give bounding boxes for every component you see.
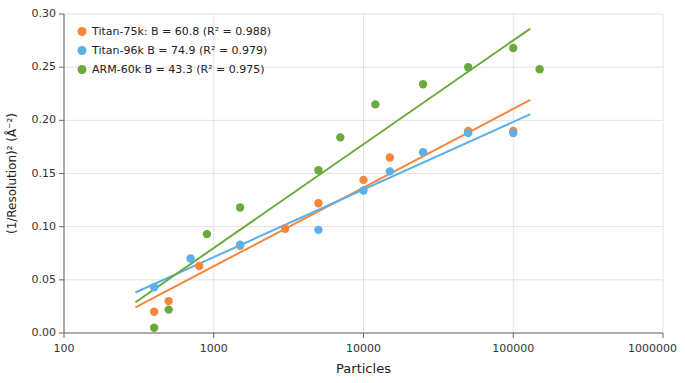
point [281,225,289,233]
grid-line-x [663,14,664,333]
point [535,65,543,73]
grid [64,14,663,333]
legend-label: ARM-60k B = 43.3 (R² = 0.975) [92,63,265,76]
point [314,166,322,174]
point [419,148,427,156]
point [150,308,158,316]
tick-label-x: 100 [54,342,75,355]
tick-label-y: 0.25 [32,60,57,73]
tick-label-y: 0.10 [32,220,57,233]
x-axis-line [64,333,663,334]
tick-label-y: 0.05 [32,273,57,286]
tick-label-x: 10000 [346,342,381,355]
point [359,186,367,194]
tick-label-x: 1000000 [628,342,677,355]
point [386,167,394,175]
tick-label-x: 100000 [492,342,534,355]
tick-label-y: 0.00 [32,326,57,339]
tick-x [213,333,214,338]
legend: Titan-75k: B = 60.8 (R² = 0.988) Titan-96… [78,25,272,76]
tick-label-y: 0.15 [32,167,57,180]
point [359,176,367,184]
tick-x [64,333,65,338]
fit-line [135,114,530,292]
x-axis-label: Particles [336,361,391,376]
point [164,297,172,305]
tick-x [363,333,364,338]
point [386,153,394,161]
fit-line [135,100,530,307]
axes: 0.00 0.05 0.10 0.15 0.20 0.25 0.30 100 1000 10000… [32,7,678,355]
legend-label: Titan-75k: B = 60.8 (R² = 0.988) [91,25,271,38]
point [509,129,517,137]
tick-x [663,333,664,338]
tick-label-y: 0.30 [32,7,57,20]
legend-swatch [78,46,87,55]
grid-line-x [513,14,514,333]
point [195,262,203,270]
tick-label-x: 1000 [200,342,228,355]
point [164,305,172,313]
tick-y [59,173,64,174]
grid-line-x [363,14,364,333]
point [371,100,379,108]
tick-label-y: 0.20 [32,113,57,126]
point [150,323,158,331]
background [0,0,685,383]
tick-y [59,120,64,121]
grid-line-y [64,333,663,334]
tick-y [59,67,64,68]
tick-x [513,333,514,338]
point [419,80,427,88]
y-axis-label: (1/Resolution)² (Å⁻²) [4,113,19,234]
point [464,63,472,71]
point [314,226,322,234]
legend-swatch [78,27,87,36]
legend-label: Titan-96k B = 74.9 (R² = 0.979) [91,44,267,57]
legend-swatch [78,65,87,74]
y-axis-line [64,14,65,333]
point [236,203,244,211]
point [336,133,344,141]
point [464,129,472,137]
point [509,44,517,52]
point [186,254,194,262]
point [150,283,158,291]
point [236,241,244,249]
chart: 0.00 0.05 0.10 0.15 0.20 0.25 0.30 100 1000 10000… [0,0,685,383]
tick-y [59,226,64,227]
grid-line-x [64,14,65,333]
tick-y [59,279,64,280]
tick-y [59,14,64,15]
tick-y [59,333,64,334]
point [314,199,322,207]
point [203,230,211,238]
